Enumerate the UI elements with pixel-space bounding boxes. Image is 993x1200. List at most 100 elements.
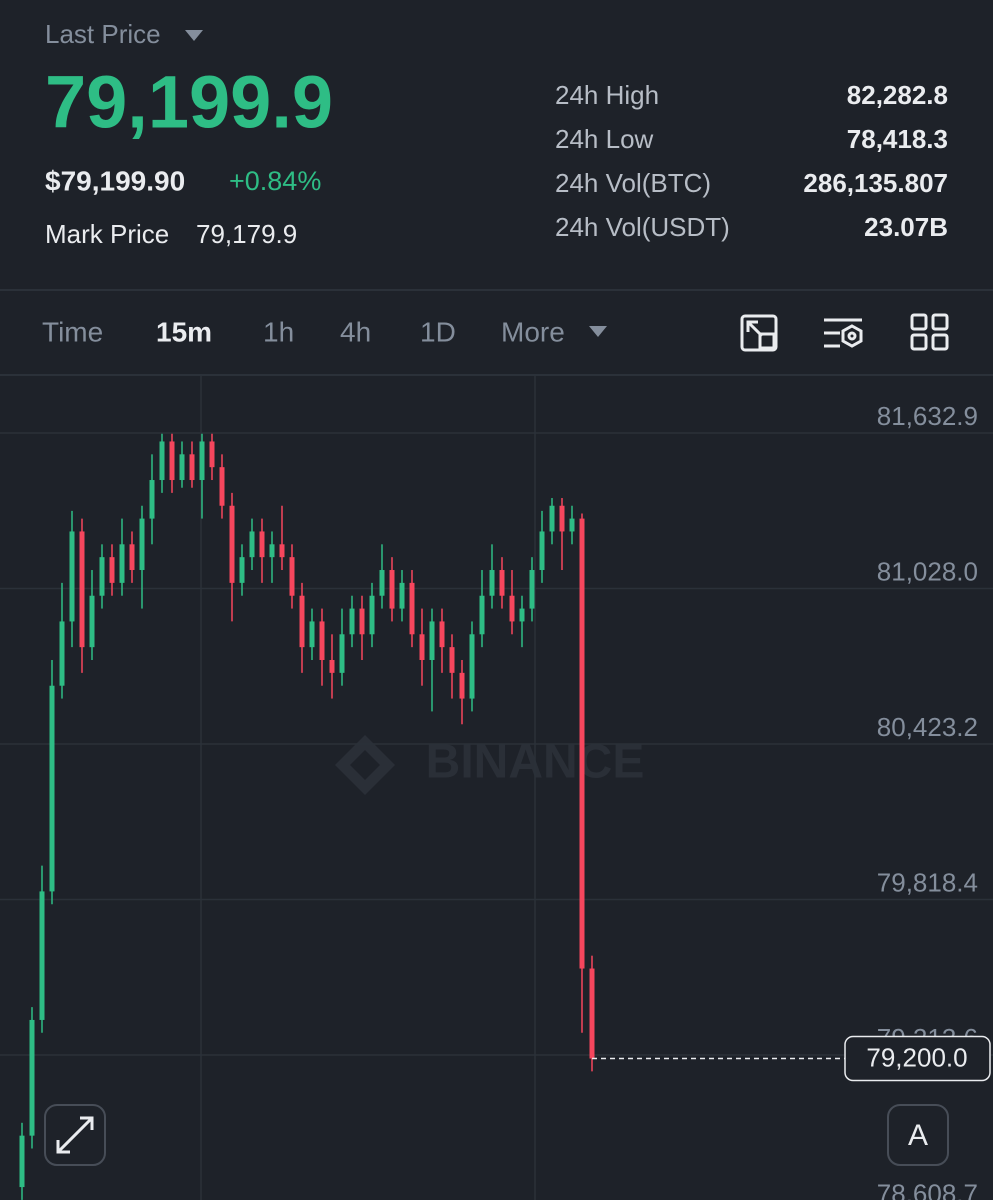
- candle-body: [549, 505, 555, 532]
- stat-value: 78,418.3: [847, 124, 948, 154]
- candle-body: [459, 672, 465, 699]
- last-price: 79,199.9: [45, 61, 333, 144]
- candle-body: [379, 570, 385, 596]
- candle-body: [309, 621, 315, 648]
- candle-body: [69, 531, 75, 622]
- stats: 24h High 82,282.8 24h Low 78,418.3 24h Vol(B…: [555, 80, 948, 242]
- candle-body: [329, 660, 335, 673]
- candle-body: [359, 608, 365, 635]
- candle-body: [159, 441, 165, 481]
- candle-body: [539, 531, 545, 571]
- tab[interactable]: 1D: [420, 316, 456, 347]
- candle-body: [109, 557, 115, 583]
- candle-body: [149, 480, 155, 519]
- auto-button-label[interactable]: A: [908, 1119, 928, 1152]
- candle-body: [369, 595, 375, 635]
- dropdown-icon[interactable]: [185, 30, 203, 41]
- candle-body: [429, 621, 435, 661]
- candle-body: [79, 531, 85, 648]
- y-tick-label: 79,818.4: [877, 867, 978, 897]
- candle-body: [589, 968, 595, 1059]
- candle-body: [179, 454, 185, 481]
- candle-body: [119, 544, 125, 583]
- candle-body: [509, 595, 515, 622]
- candle-body: [249, 531, 255, 558]
- candle-body: [299, 595, 305, 648]
- candle-body: [259, 531, 265, 558]
- candle-body: [419, 634, 425, 661]
- candle-body: [319, 621, 325, 661]
- tab[interactable]: 4h: [340, 316, 371, 347]
- candle-body: [579, 518, 585, 969]
- candle-body: [169, 441, 175, 481]
- candle-body: [49, 685, 55, 892]
- mark-price-label: Mark Price: [45, 219, 169, 249]
- candle-body: [189, 454, 195, 481]
- candle-body: [139, 518, 145, 571]
- candle-body: [129, 544, 135, 571]
- candle-body: [199, 441, 205, 481]
- tab[interactable]: Time: [42, 316, 103, 347]
- watermark-logo: [335, 735, 395, 795]
- toolbar-icons: [740, 313, 949, 352]
- chart: BINANCE81,632.981,028.080,423.279,818.47…: [0, 375, 993, 1200]
- last-price-tag: 79,200.0: [866, 1042, 967, 1072]
- candle-body: [209, 441, 215, 468]
- candle-body: [399, 582, 405, 609]
- depth-icon[interactable]: [740, 314, 778, 352]
- stat-label: 24h Vol(USDT): [555, 212, 730, 242]
- y-tick-label: 81,632.9: [877, 401, 978, 431]
- stat-label: 24h Vol(BTC): [555, 168, 711, 198]
- candle-body: [289, 557, 295, 596]
- tabs: Time 15m 1h 4h 1D More: [42, 316, 565, 347]
- last-price-label[interactable]: Last Price: [45, 19, 161, 49]
- price-change: +0.84%: [229, 166, 321, 196]
- candle-body: [239, 557, 245, 583]
- candle-body: [569, 518, 575, 532]
- candle-body: [519, 608, 525, 622]
- stat-value: 82,282.8: [847, 80, 948, 110]
- tab[interactable]: 1h: [263, 316, 294, 347]
- candle-body: [409, 582, 415, 635]
- mark-price: 79,179.9: [196, 219, 297, 249]
- candle-body: [39, 891, 45, 1020]
- candle-body: [229, 505, 235, 583]
- candle-body: [389, 570, 395, 609]
- expand-button[interactable]: [44, 1104, 106, 1166]
- tab[interactable]: More: [501, 316, 565, 347]
- usd-price: $79,199.90: [45, 165, 185, 196]
- auto-button[interactable]: A: [887, 1104, 949, 1166]
- candle-body: [349, 608, 355, 635]
- tab[interactable]: 15m: [156, 316, 212, 347]
- candle-body: [559, 505, 565, 532]
- y-tick-label: 80,423.2: [877, 712, 978, 742]
- last-price-box: [844, 1035, 991, 1082]
- candle-body: [19, 1135, 25, 1188]
- candle-body: [529, 570, 535, 609]
- candle-body: [479, 595, 485, 635]
- y-tick-label: 78,608.7: [877, 1178, 978, 1200]
- candle-body: [279, 544, 285, 558]
- stat-value: 23.07B: [864, 212, 948, 242]
- candle-body: [29, 1019, 35, 1136]
- candle-body: [99, 557, 105, 596]
- stat-label: 24h High: [555, 80, 659, 110]
- candle-body: [439, 621, 445, 648]
- layout-icon[interactable]: [910, 313, 949, 351]
- y-tick-label: 81,028.0: [877, 556, 978, 586]
- candle-body: [499, 570, 505, 596]
- candle-body: [89, 595, 95, 648]
- candle-body: [469, 634, 475, 699]
- more-icon[interactable]: [589, 326, 607, 337]
- candle-body: [489, 570, 495, 596]
- stat-value: 286,135.807: [803, 168, 948, 198]
- stat-label: 24h Low: [555, 124, 654, 154]
- candle-body: [269, 544, 275, 558]
- settings-icon[interactable]: [824, 318, 863, 348]
- candle-body: [339, 634, 345, 673]
- candle-body: [59, 621, 65, 686]
- candle-body: [219, 467, 225, 506]
